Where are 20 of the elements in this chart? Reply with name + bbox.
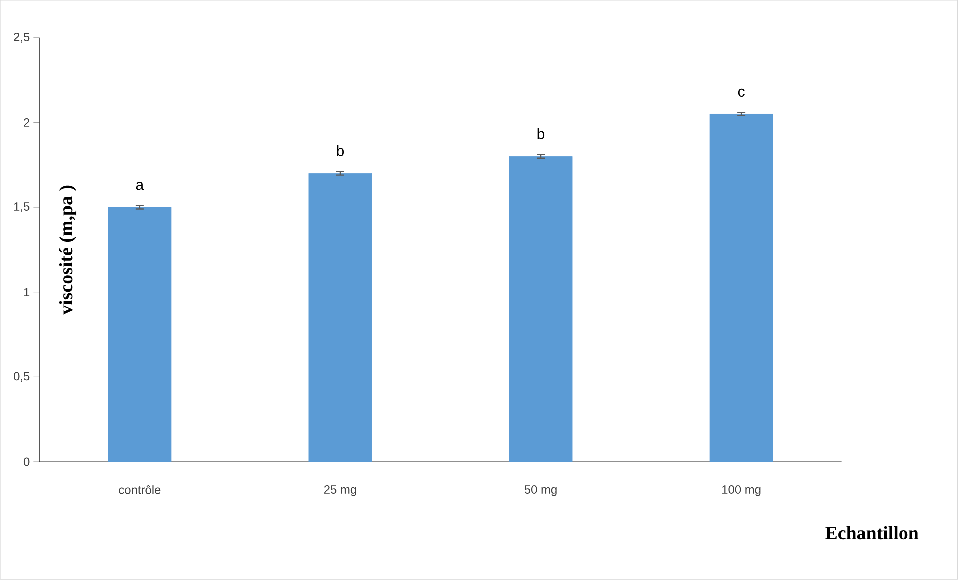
x-axis-title: Echantillon bbox=[826, 526, 919, 540]
annotation: c bbox=[738, 88, 745, 98]
x-tick-label: contrôle bbox=[119, 486, 161, 494]
y-tick-label: 1,5 bbox=[14, 202, 30, 212]
y-axis-title: viscosité (m,pa ) bbox=[59, 186, 77, 315]
bar bbox=[509, 156, 573, 462]
y-tick-label: 1 bbox=[24, 288, 30, 297]
annotation: b bbox=[337, 145, 344, 156]
y-tick-label: 2,5 bbox=[14, 33, 30, 43]
y-tick-label: 0 bbox=[24, 458, 30, 466]
bar bbox=[308, 173, 372, 462]
bar bbox=[108, 207, 172, 462]
x-tick-label: 100 mg bbox=[722, 486, 761, 496]
annotation: b bbox=[538, 128, 545, 140]
annotation: a bbox=[136, 182, 144, 190]
x-tick-label: 50 mg bbox=[524, 486, 557, 496]
y-tick-label: 2 bbox=[24, 118, 30, 127]
x-tick-label: 25 mg bbox=[324, 486, 356, 496]
y-tick-label: 0,5 bbox=[14, 372, 30, 382]
bar bbox=[710, 114, 774, 462]
